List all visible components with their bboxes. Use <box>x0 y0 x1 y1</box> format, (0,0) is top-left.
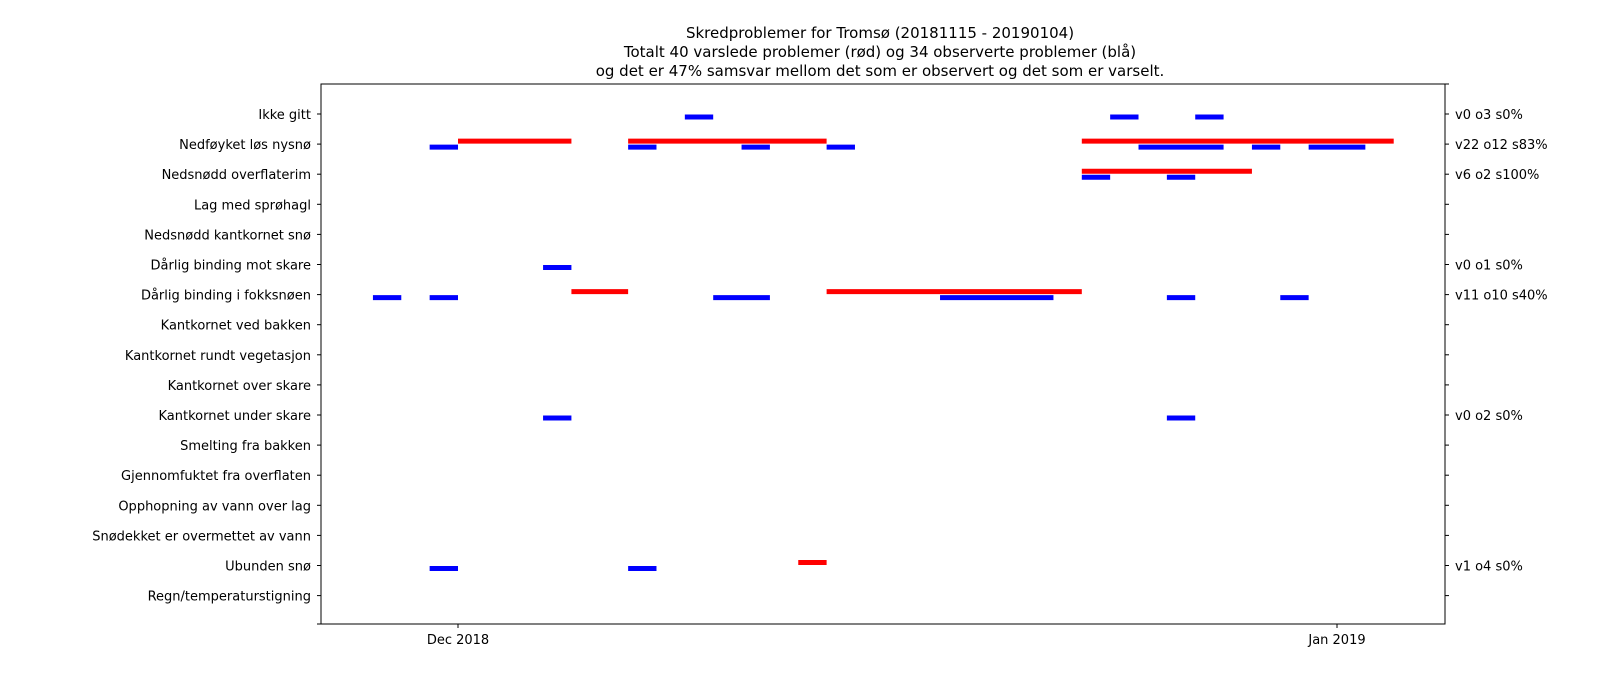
x-tick-label: Jan 2019 <box>1307 633 1365 648</box>
category-label: Kantkornet rundt vegetasjon <box>125 349 311 364</box>
category-label: Dårlig binding mot skare <box>151 259 311 274</box>
category-label: Nedsnødd kantkornet snø <box>144 228 311 243</box>
category-label: Kantkornet ved bakken <box>161 319 311 334</box>
right-axis: v0 o3 s0% v22 o12 s83% v6 o2 s100% v0 o1 s0… <box>1445 83 1548 597</box>
left-axis: Ikke gitt Nedføyket løs nysnø Nedsnødd ove… <box>92 108 321 625</box>
title-line-1: Skredproblemer for Tromsø (20181115 - 20… <box>686 24 1074 42</box>
right-stat-label: v0 o2 s0% <box>1455 409 1523 424</box>
category-label: Smelting fra bakken <box>180 439 311 454</box>
x-tick-label: Dec 2018 <box>427 633 489 648</box>
category-label: Nedføyket løs nysnø <box>179 138 311 153</box>
category-label: Opphopning av vann over lag <box>118 499 311 514</box>
category-label: Nedsnødd overflaterim <box>162 168 311 183</box>
category-label: Snødekket er overmettet av vann <box>92 529 311 544</box>
right-stat-label: v0 o3 s0% <box>1455 108 1523 123</box>
category-label: Kantkornet under skare <box>158 409 311 424</box>
title-line-3: og det er 47% samsvar mellom det som er … <box>596 62 1165 80</box>
category-label: Regn/temperaturstigning <box>148 590 311 605</box>
problem-segments <box>372 114 1394 571</box>
category-label: Kantkornet over skare <box>168 379 311 394</box>
right-stat-label: v1 o4 s0% <box>1455 560 1523 575</box>
category-label: Ubunden snø <box>225 560 311 575</box>
plot-frame <box>320 83 1446 625</box>
right-stat-label: v11 o10 s40% <box>1455 289 1548 304</box>
category-label: Lag med sprøhagl <box>194 198 311 213</box>
title-line-2: Totalt 40 varslede problemer (rød) og 34… <box>623 43 1136 61</box>
category-label: Ikke gitt <box>258 108 311 123</box>
chart-title: Skredproblemer for Tromsø (20181115 - 20… <box>596 24 1165 80</box>
category-label: Gjennomfuktet fra overflaten <box>121 469 311 484</box>
right-stat-label: v6 o2 s100% <box>1455 168 1539 183</box>
right-stat-label: v22 o12 s83% <box>1455 138 1548 153</box>
x-axis: Dec 2018 Jan 2019 <box>427 624 1366 648</box>
category-label: Dårlig binding i fokksnøen <box>141 289 311 304</box>
right-stat-label: v0 o1 s0% <box>1455 259 1523 274</box>
